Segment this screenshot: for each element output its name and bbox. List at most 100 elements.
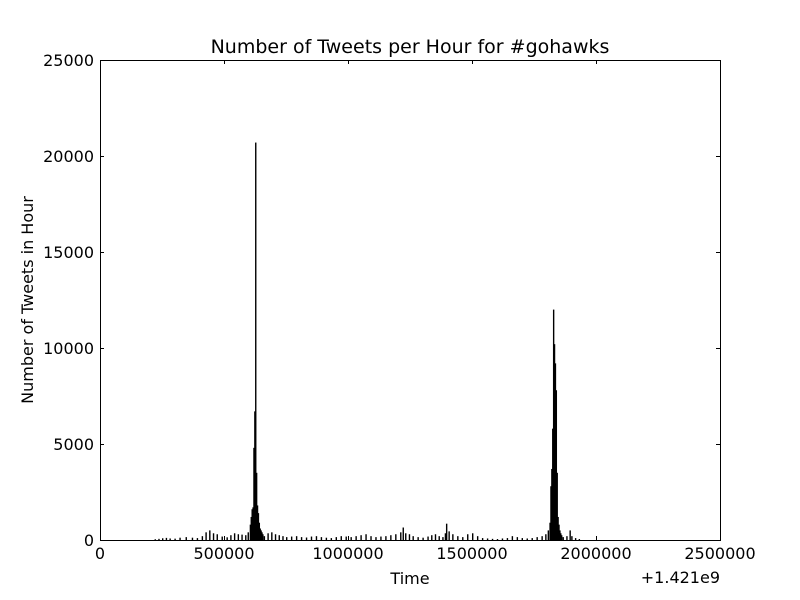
bar — [241, 534, 243, 540]
bar — [516, 537, 519, 540]
bar — [252, 507, 254, 540]
bar — [179, 537, 181, 540]
bar — [247, 532, 249, 540]
bar — [526, 538, 528, 540]
bar — [427, 536, 429, 540]
x-offset-label: +1.421e9 — [641, 568, 720, 587]
bar — [390, 535, 392, 540]
bar — [154, 539, 156, 540]
bar — [320, 537, 323, 540]
bar — [245, 535, 247, 540]
y-tick-label: 20000 — [43, 147, 94, 166]
bar — [555, 390, 558, 540]
bar — [444, 533, 447, 540]
bar — [330, 538, 333, 540]
bar — [556, 472, 558, 540]
bar — [434, 534, 437, 540]
bar — [560, 535, 563, 540]
bar — [506, 538, 509, 540]
bar — [553, 344, 556, 540]
bar — [457, 536, 459, 540]
x-tick-label: 2000000 — [560, 544, 631, 563]
bar — [385, 536, 387, 540]
bar — [560, 533, 562, 540]
bar — [395, 534, 397, 540]
bar — [286, 537, 288, 540]
bar — [340, 536, 342, 540]
bar — [574, 538, 577, 540]
bar — [380, 536, 382, 540]
bar — [452, 534, 454, 540]
bar — [250, 516, 252, 540]
bar — [360, 535, 362, 540]
x-tick-label: 500000 — [193, 544, 254, 563]
bar — [251, 509, 253, 540]
bar — [445, 523, 448, 540]
bar — [271, 532, 273, 540]
bar — [305, 537, 308, 540]
bar — [562, 537, 564, 540]
ticks-group: 0 500000 1000000 1500000 2000000 2500000 0 5000… — [43, 51, 756, 563]
bar — [400, 532, 402, 540]
bar — [541, 536, 543, 540]
bar — [253, 447, 255, 540]
bar — [545, 534, 547, 540]
bar — [212, 533, 215, 540]
bar — [290, 536, 293, 540]
bar — [511, 536, 514, 540]
bar — [412, 536, 414, 540]
y-tick-label: 25000 — [43, 51, 94, 70]
x-axis-label: Time — [389, 569, 429, 588]
bar — [467, 534, 469, 540]
bar — [267, 533, 269, 540]
bar — [278, 535, 280, 540]
bar — [521, 538, 523, 540]
bar — [547, 530, 550, 540]
bar — [431, 535, 433, 540]
bar — [531, 538, 533, 540]
bar — [365, 534, 367, 540]
bar — [226, 537, 228, 540]
bar — [257, 513, 260, 540]
bar — [249, 524, 252, 540]
bar — [402, 527, 404, 540]
bar — [221, 536, 223, 540]
bar — [295, 536, 298, 540]
bar — [422, 537, 424, 540]
bar — [536, 537, 538, 540]
bar — [550, 486, 552, 540]
bar — [408, 534, 411, 540]
bar — [476, 536, 479, 540]
bar — [260, 530, 262, 540]
bar — [558, 524, 560, 540]
y-tick-label: 15000 — [43, 243, 94, 262]
bar — [263, 536, 266, 540]
y-tick-label: 0 — [84, 531, 94, 550]
x-tick-label: 1000000 — [312, 544, 383, 563]
bar — [559, 530, 561, 540]
bar — [350, 537, 352, 540]
bar — [230, 535, 232, 540]
bar — [255, 142, 257, 540]
bar — [578, 539, 581, 540]
bar — [325, 537, 328, 540]
bar — [462, 537, 464, 540]
bar — [310, 536, 313, 540]
bar — [370, 536, 372, 540]
y-tick-label: 5000 — [53, 435, 94, 454]
bar — [259, 528, 261, 540]
bar — [191, 537, 194, 540]
bar — [375, 537, 377, 540]
bar — [165, 537, 168, 540]
bar — [300, 537, 303, 540]
bar — [254, 411, 256, 540]
bar — [169, 538, 171, 540]
bar — [417, 537, 419, 540]
y-axis-label: Number of Tweets in Hour — [18, 196, 37, 404]
bar — [569, 530, 571, 540]
bar — [274, 534, 277, 540]
bar — [405, 533, 407, 540]
bar — [557, 516, 559, 540]
plot-frame — [100, 60, 721, 541]
